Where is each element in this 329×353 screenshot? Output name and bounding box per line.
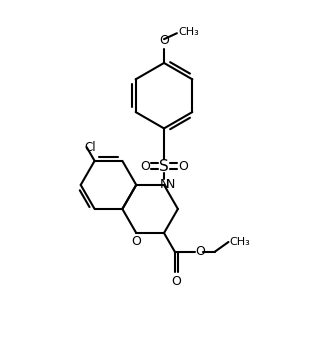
Text: O: O: [196, 245, 206, 258]
Text: O: O: [140, 160, 150, 173]
Text: S: S: [159, 158, 169, 174]
Text: O: O: [131, 235, 141, 248]
Text: CH₃: CH₃: [178, 27, 199, 37]
Text: CH₃: CH₃: [229, 237, 250, 247]
Text: N: N: [159, 178, 169, 191]
Text: O: O: [178, 160, 188, 173]
Text: O: O: [159, 34, 169, 47]
Text: Cl: Cl: [85, 140, 96, 154]
Text: O: O: [171, 275, 181, 288]
Text: N: N: [166, 178, 175, 191]
